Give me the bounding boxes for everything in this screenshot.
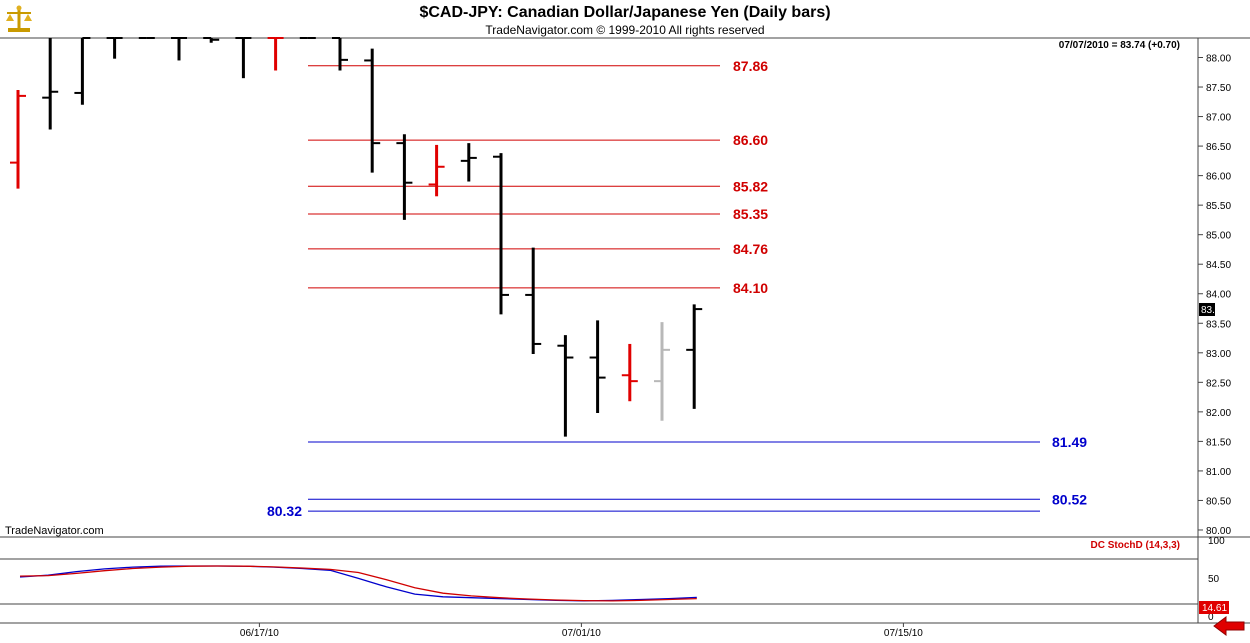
price-bars bbox=[10, 37, 703, 437]
watermark-text: TradeNavigator.com bbox=[5, 525, 104, 537]
last-price-label: 83.74 bbox=[1201, 305, 1226, 316]
stochastic-series-line bbox=[19, 565, 697, 602]
date-tick-label: 07/15/10 bbox=[884, 628, 923, 639]
level-label: 80.52 bbox=[1052, 491, 1087, 507]
price-tick-label: 81.00 bbox=[1206, 467, 1231, 478]
price-tick-label: 86.50 bbox=[1206, 142, 1231, 153]
price-tick-label: 85.00 bbox=[1206, 231, 1231, 242]
level-label: 87.86 bbox=[733, 58, 768, 74]
price-bar bbox=[686, 304, 703, 409]
price-tick-label: 85.50 bbox=[1206, 201, 1231, 212]
price-tick-label: 83.50 bbox=[1206, 319, 1231, 330]
price-tick-label: 82.00 bbox=[1206, 408, 1231, 419]
last-price-box bbox=[1199, 303, 1215, 316]
stochastic-axis: 100 50 0 bbox=[1208, 536, 1225, 623]
chart-header: $CAD-JPY: Canadian Dollar/Japanese Yen (… bbox=[0, 0, 1250, 38]
price-bar bbox=[267, 37, 284, 71]
indicator-name: DC StochD (14,3,3) bbox=[1091, 540, 1180, 551]
price-bar bbox=[364, 48, 381, 173]
chart-subtitle: TradeNavigator.com © 1999-2010 All right… bbox=[485, 23, 765, 37]
level-label: 86.60 bbox=[733, 132, 768, 148]
chart-frame bbox=[0, 37, 1250, 624]
date-tick-label: 06/17/10 bbox=[240, 628, 279, 639]
price-bar bbox=[621, 343, 638, 402]
price-bar bbox=[396, 134, 413, 220]
price-bar bbox=[74, 37, 91, 105]
indicator-value-label: 14.61 bbox=[1202, 603, 1227, 614]
price-tick-label: 84.00 bbox=[1206, 290, 1231, 301]
red-left-arrow-icon[interactable] bbox=[1212, 614, 1246, 638]
price-tick-label: 80.00 bbox=[1206, 526, 1231, 537]
price-bar bbox=[557, 335, 574, 437]
price-tick-label: 87.00 bbox=[1206, 113, 1231, 124]
chart-title: $CAD-JPY: Canadian Dollar/Japanese Yen (… bbox=[419, 4, 831, 21]
price-bar bbox=[203, 37, 220, 43]
balance-scale-icon bbox=[6, 5, 32, 32]
price-bar bbox=[106, 37, 123, 59]
level-label: 84.76 bbox=[733, 241, 768, 257]
price-bar bbox=[460, 143, 477, 182]
level-label: 85.35 bbox=[733, 206, 768, 222]
price-bar bbox=[235, 37, 252, 79]
price-bar bbox=[332, 37, 348, 71]
level-label: 81.49 bbox=[1052, 434, 1087, 450]
price-bar bbox=[654, 322, 670, 421]
price-tick-label: 87.50 bbox=[1206, 83, 1231, 94]
level-label: 84.10 bbox=[733, 280, 768, 296]
date-tick-label: 07/01/10 bbox=[562, 628, 601, 639]
stochastic-tick-label: 0 bbox=[1208, 612, 1214, 623]
stochastic-lines bbox=[19, 565, 697, 602]
stochastic-tick-label: 100 bbox=[1208, 536, 1225, 547]
level-label: 85.82 bbox=[733, 178, 768, 194]
price-tick-label: 84.50 bbox=[1206, 260, 1231, 271]
price-bar bbox=[525, 247, 542, 354]
stochastic-series-line bbox=[19, 565, 697, 602]
price-tick-label: 82.50 bbox=[1206, 378, 1231, 389]
last-info-text: 07/07/2010 = 83.74 (+0.70) bbox=[1059, 40, 1180, 51]
price-tick-label: 86.00 bbox=[1206, 172, 1231, 183]
price-tick-label: 83.00 bbox=[1206, 349, 1231, 360]
price-tick-label: 88.00 bbox=[1206, 54, 1231, 65]
stochastic-tick-label: 50 bbox=[1208, 574, 1220, 585]
price-bar bbox=[589, 320, 606, 414]
level-label: 80.32 bbox=[267, 503, 302, 519]
level-lines: 87.86 86.60 85.82 85.35 84.76 84.10 81.49 80.52… bbox=[267, 58, 1087, 519]
date-axis: 06/17/10 07/01/10 07/15/10 bbox=[240, 623, 923, 639]
price-bar bbox=[10, 89, 26, 189]
indicator-value-box bbox=[1199, 601, 1229, 614]
price-tick-label: 81.50 bbox=[1206, 437, 1231, 448]
price-bar bbox=[493, 153, 509, 315]
price-axis: 80.00 80.50 81.00 81.50 82.00 82.50 83.00 83.50… bbox=[1198, 54, 1231, 537]
price-bar bbox=[428, 144, 445, 197]
price-bar bbox=[171, 37, 187, 61]
price-tick-label: 80.50 bbox=[1206, 496, 1231, 507]
price-bar bbox=[42, 38, 59, 130]
